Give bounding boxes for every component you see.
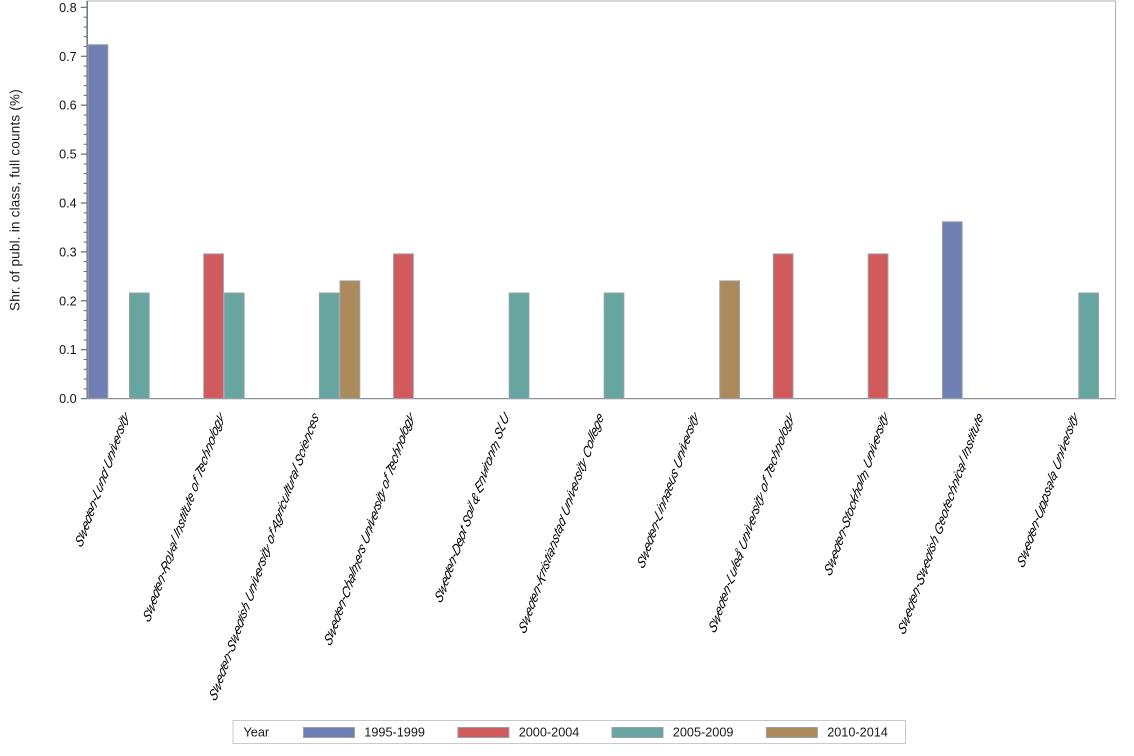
svg-text:Sweden-Kristianstad University: Sweden-Kristianstad University College bbox=[514, 405, 608, 640]
svg-text:Sweden-Linnaeus University: Sweden-Linnaeus University bbox=[633, 405, 704, 576]
svg-text:Sweden-Stockholm University: Sweden-Stockholm University bbox=[820, 405, 894, 583]
svg-text:Sweden-Uppsala University: Sweden-Uppsala University bbox=[1013, 405, 1083, 575]
svg-text:0.0: 0.0 bbox=[59, 392, 77, 406]
svg-text:0.2: 0.2 bbox=[59, 294, 77, 308]
svg-text:Sweden-Lund University: Sweden-Lund University bbox=[71, 405, 134, 554]
svg-text:Sweden-Luleå University of Tec: Sweden-Luleå University of Technology bbox=[704, 405, 798, 640]
svg-text:Year: Year bbox=[244, 726, 270, 740]
svg-text:2000-2004: 2000-2004 bbox=[519, 726, 580, 740]
svg-text:0.3: 0.3 bbox=[59, 245, 77, 259]
svg-text:0.1: 0.1 bbox=[59, 343, 77, 357]
svg-text:0.8: 0.8 bbox=[59, 1, 77, 15]
svg-text:Shr. of publ. in class, full c: Shr. of publ. in class, full counts (%) bbox=[8, 89, 23, 311]
svg-text:Sweden-Royal Institute of Tech: Sweden-Royal Institute of Technology bbox=[139, 405, 229, 629]
svg-text:0.6: 0.6 bbox=[59, 99, 77, 113]
svg-text:0.4: 0.4 bbox=[59, 197, 77, 211]
svg-text:Sweden-Dept Soil & Environm SL: Sweden-Dept Soil & Environm SLU bbox=[430, 405, 513, 610]
svg-text:0.7: 0.7 bbox=[59, 50, 77, 64]
svg-text:0.5: 0.5 bbox=[59, 148, 77, 162]
svg-text:Sweden-Swedish Geotechnical In: Sweden-Swedish Geotechnical Institute bbox=[894, 405, 988, 641]
svg-text:2005-2009: 2005-2009 bbox=[673, 726, 734, 740]
svg-text:2010-2014: 2010-2014 bbox=[827, 726, 888, 740]
svg-text:Sweden-Swedish University of A: Sweden-Swedish University of Agricultura… bbox=[205, 405, 324, 708]
svg-text:Sweden-Chalmers University of: Sweden-Chalmers University of Technology bbox=[320, 405, 419, 653]
svg-text:1995-1999: 1995-1999 bbox=[364, 726, 425, 740]
